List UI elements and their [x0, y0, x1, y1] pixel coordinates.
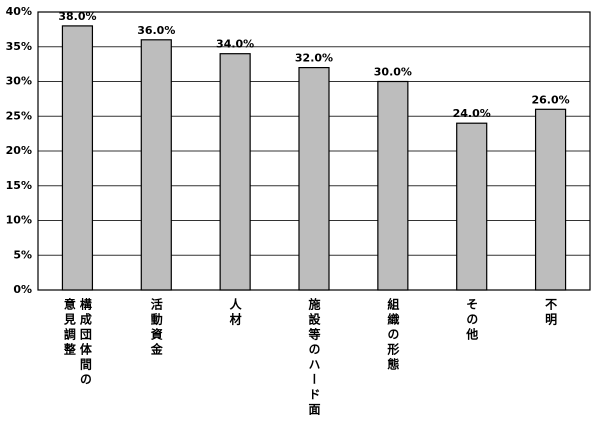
value-label: 38.0% [58, 10, 96, 23]
y-tick-label: 5% [13, 248, 32, 261]
y-tick-label: 10% [6, 214, 32, 227]
y-tick-label: 25% [6, 109, 32, 122]
x-tick-label: 構成団体間の意見調整 [62, 298, 93, 388]
bar [298, 66, 330, 291]
y-tick-label: 35% [6, 40, 32, 53]
value-label: 26.0% [531, 93, 569, 106]
value-label: 30.0% [374, 66, 412, 79]
y-tick-label: 15% [6, 179, 32, 192]
bar [61, 25, 94, 291]
x-tick-label: 施設等のハード面 [307, 298, 321, 418]
x-tick-label: 組織の形態 [385, 298, 400, 373]
bar [377, 80, 409, 291]
y-tick-label: 20% [6, 144, 32, 157]
y-tick-label: 30% [6, 75, 32, 88]
y-tick-label: 40% [6, 5, 32, 18]
value-label: 34.0% [216, 38, 254, 51]
bar [219, 53, 251, 291]
x-tick-label: 人材 [228, 298, 243, 328]
x-tick-label: 不明 [543, 298, 558, 328]
bar [456, 122, 488, 291]
bar [534, 108, 567, 291]
x-tick-label: 活動資金 [149, 298, 164, 358]
x-tick-label: その他 [464, 298, 479, 343]
y-tick-label: 0% [13, 283, 32, 296]
value-label: 24.0% [453, 107, 491, 120]
value-label: 36.0% [137, 24, 175, 37]
bar [140, 39, 172, 291]
value-label: 32.0% [295, 52, 333, 65]
